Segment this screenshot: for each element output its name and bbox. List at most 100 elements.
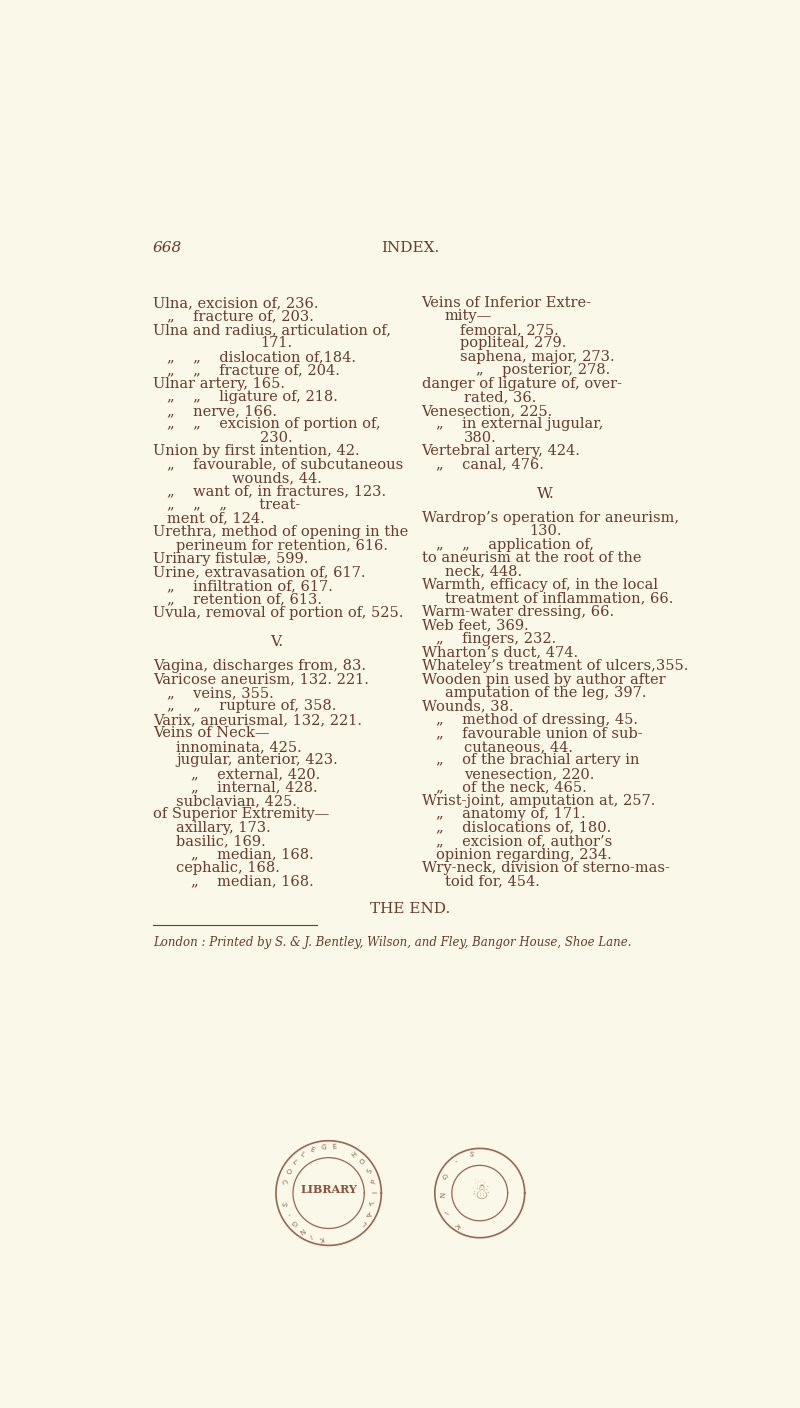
Text: treatment of inflammation, 66.: treatment of inflammation, 66. bbox=[445, 591, 674, 605]
Text: N: N bbox=[297, 1226, 305, 1235]
Text: Vagina, discharges from, 83.: Vagina, discharges from, 83. bbox=[153, 659, 366, 673]
Text: Wounds, 38.: Wounds, 38. bbox=[422, 700, 514, 714]
Text: opinion regarding, 234.: opinion regarding, 234. bbox=[435, 848, 611, 862]
Text: to aneurism at the root of the: to aneurism at the root of the bbox=[422, 552, 641, 565]
Text: „    fingers, 232.: „ fingers, 232. bbox=[435, 632, 556, 646]
Text: jugular, anterior, 423.: jugular, anterior, 423. bbox=[176, 753, 338, 767]
Text: I: I bbox=[309, 1232, 313, 1239]
Text: A: A bbox=[366, 1209, 374, 1217]
Text: „    want of, in fractures, 123.: „ want of, in fractures, 123. bbox=[166, 484, 386, 498]
Text: I: I bbox=[372, 1191, 378, 1193]
Text: Wardrop’s operation for aneurism,: Wardrop’s operation for aneurism, bbox=[422, 511, 678, 525]
Text: G: G bbox=[320, 1143, 326, 1150]
Text: O: O bbox=[359, 1157, 367, 1166]
Text: „    favourable, of subcutaneous: „ favourable, of subcutaneous bbox=[166, 458, 403, 472]
Text: amputation of the leg, 397.: amputation of the leg, 397. bbox=[445, 686, 646, 700]
Text: P: P bbox=[370, 1178, 377, 1184]
Text: V.: V. bbox=[270, 635, 283, 649]
Text: cutaneous, 44.: cutaneous, 44. bbox=[464, 741, 574, 753]
Text: London : Printed by S. & J. Bentley, Wilson, and Fley, Bangor House, Shoe Lane.: London : Printed by S. & J. Bentley, Wil… bbox=[153, 936, 631, 949]
Text: rated, 36.: rated, 36. bbox=[464, 390, 537, 404]
Text: Veins of Neck—: Veins of Neck— bbox=[153, 727, 269, 741]
Text: Vertebral artery, 424.: Vertebral artery, 424. bbox=[422, 445, 581, 458]
Text: „    veins, 355.: „ veins, 355. bbox=[166, 686, 274, 700]
Text: INDEX.: INDEX. bbox=[381, 241, 439, 255]
Text: „    in external jugular,: „ in external jugular, bbox=[435, 417, 603, 431]
Text: „    „    application of,: „ „ application of, bbox=[435, 538, 594, 552]
Text: THE END.: THE END. bbox=[370, 903, 450, 917]
Text: G: G bbox=[289, 1219, 297, 1226]
Text: Web feet, 369.: Web feet, 369. bbox=[422, 618, 528, 632]
Text: Urethra, method of opening in the: Urethra, method of opening in the bbox=[153, 525, 408, 539]
Text: K: K bbox=[318, 1235, 324, 1242]
Text: „    external, 420.: „ external, 420. bbox=[191, 767, 321, 781]
Text: Wharton’s duct, 474.: Wharton’s duct, 474. bbox=[422, 646, 578, 659]
Text: „    of the neck, 465.: „ of the neck, 465. bbox=[435, 780, 586, 794]
Text: Urinary fistulæ, 599.: Urinary fistulæ, 599. bbox=[153, 552, 308, 566]
Text: toid for, 454.: toid for, 454. bbox=[445, 874, 540, 888]
Text: „    dislocations of, 180.: „ dislocations of, 180. bbox=[435, 821, 611, 835]
Text: 130.: 130. bbox=[530, 524, 562, 538]
Text: E: E bbox=[332, 1143, 337, 1150]
Text: „    „    fracture of, 204.: „ „ fracture of, 204. bbox=[166, 363, 339, 377]
Text: Ulnar artery, 165.: Ulnar artery, 165. bbox=[153, 377, 285, 391]
Text: C: C bbox=[280, 1178, 287, 1184]
Text: „    of the brachial artery in: „ of the brachial artery in bbox=[435, 753, 639, 767]
Text: 171.: 171. bbox=[261, 337, 293, 351]
Text: K: K bbox=[453, 1221, 460, 1229]
Text: E: E bbox=[310, 1146, 315, 1153]
Text: „    „    dislocation of,184.: „ „ dislocation of,184. bbox=[166, 351, 356, 363]
Text: „    nerve, 166.: „ nerve, 166. bbox=[166, 404, 277, 418]
Text: Urine, extravasation of, 617.: Urine, extravasation of, 617. bbox=[153, 566, 365, 580]
Text: Whateley’s treatment of ulcers,355.: Whateley’s treatment of ulcers,355. bbox=[422, 659, 688, 673]
Text: W.: W. bbox=[537, 487, 554, 501]
Text: danger of ligature of, over-: danger of ligature of, over- bbox=[422, 377, 622, 391]
Text: „    fracture of, 203.: „ fracture of, 203. bbox=[166, 310, 314, 324]
Text: femoral, 275.: femoral, 275. bbox=[460, 322, 559, 337]
Text: ment of, 124.: ment of, 124. bbox=[166, 511, 264, 525]
Text: Warm-water dressing, 66.: Warm-water dressing, 66. bbox=[422, 605, 614, 620]
Text: 230.: 230. bbox=[260, 431, 293, 445]
Text: Ulna and radius, articulation of,: Ulna and radius, articulation of, bbox=[153, 322, 390, 337]
Text: „    retention of, 613.: „ retention of, 613. bbox=[166, 593, 322, 607]
Text: „    excision of, author’s: „ excision of, author’s bbox=[435, 834, 612, 848]
Text: 668: 668 bbox=[153, 241, 182, 255]
Text: „    „    rupture of, 358.: „ „ rupture of, 358. bbox=[166, 700, 336, 714]
Text: S: S bbox=[468, 1152, 474, 1159]
Text: ': ' bbox=[452, 1160, 458, 1166]
Text: Wry-neck, division of sterno-mas-: Wry-neck, division of sterno-mas- bbox=[422, 862, 670, 876]
Text: S: S bbox=[280, 1201, 286, 1205]
Text: Venesection, 225.: Venesection, 225. bbox=[422, 404, 553, 418]
Text: ': ' bbox=[284, 1211, 290, 1215]
Text: popliteal, 279.: popliteal, 279. bbox=[460, 337, 566, 351]
Text: „    „    „       treat-: „ „ „ treat- bbox=[166, 498, 300, 513]
Text: ☃: ☃ bbox=[470, 1183, 490, 1204]
Text: perineum for retention, 616.: perineum for retention, 616. bbox=[176, 538, 388, 552]
Text: „    favourable union of sub-: „ favourable union of sub- bbox=[435, 727, 642, 741]
Text: cephalic, 168.: cephalic, 168. bbox=[176, 862, 280, 876]
Text: mity—: mity— bbox=[445, 310, 492, 324]
Text: „    anatomy of, 171.: „ anatomy of, 171. bbox=[435, 807, 586, 821]
Text: „    „    ligature of, 218.: „ „ ligature of, 218. bbox=[166, 390, 338, 404]
Text: „    posterior, 278.: „ posterior, 278. bbox=[476, 363, 610, 377]
Text: I: I bbox=[442, 1209, 448, 1214]
Text: LIBRARY: LIBRARY bbox=[300, 1184, 357, 1195]
Text: H: H bbox=[351, 1150, 358, 1159]
Text: „    median, 168.: „ median, 168. bbox=[191, 874, 314, 888]
Text: „    infiltration of, 617.: „ infiltration of, 617. bbox=[166, 579, 333, 593]
Text: L: L bbox=[299, 1152, 306, 1159]
Text: „    canal, 476.: „ canal, 476. bbox=[435, 458, 543, 472]
Text: „    „    excision of portion of,: „ „ excision of portion of, bbox=[166, 417, 380, 431]
Text: N: N bbox=[437, 1191, 443, 1197]
Text: of Superior Extremity—: of Superior Extremity— bbox=[153, 807, 329, 821]
Text: Veins of Inferior Extre-: Veins of Inferior Extre- bbox=[422, 296, 592, 310]
Text: 380.: 380. bbox=[464, 431, 497, 445]
Text: wounds, 44.: wounds, 44. bbox=[232, 472, 322, 486]
Text: L: L bbox=[290, 1159, 298, 1166]
Text: innominata, 425.: innominata, 425. bbox=[176, 741, 302, 753]
Text: Uvula, removal of portion of, 525.: Uvula, removal of portion of, 525. bbox=[153, 605, 403, 620]
Text: „    method of dressing, 45.: „ method of dressing, 45. bbox=[435, 712, 638, 727]
Text: G: G bbox=[440, 1173, 448, 1180]
Text: Warmth, efficacy of, in the local: Warmth, efficacy of, in the local bbox=[422, 579, 658, 593]
Text: S: S bbox=[366, 1167, 373, 1174]
